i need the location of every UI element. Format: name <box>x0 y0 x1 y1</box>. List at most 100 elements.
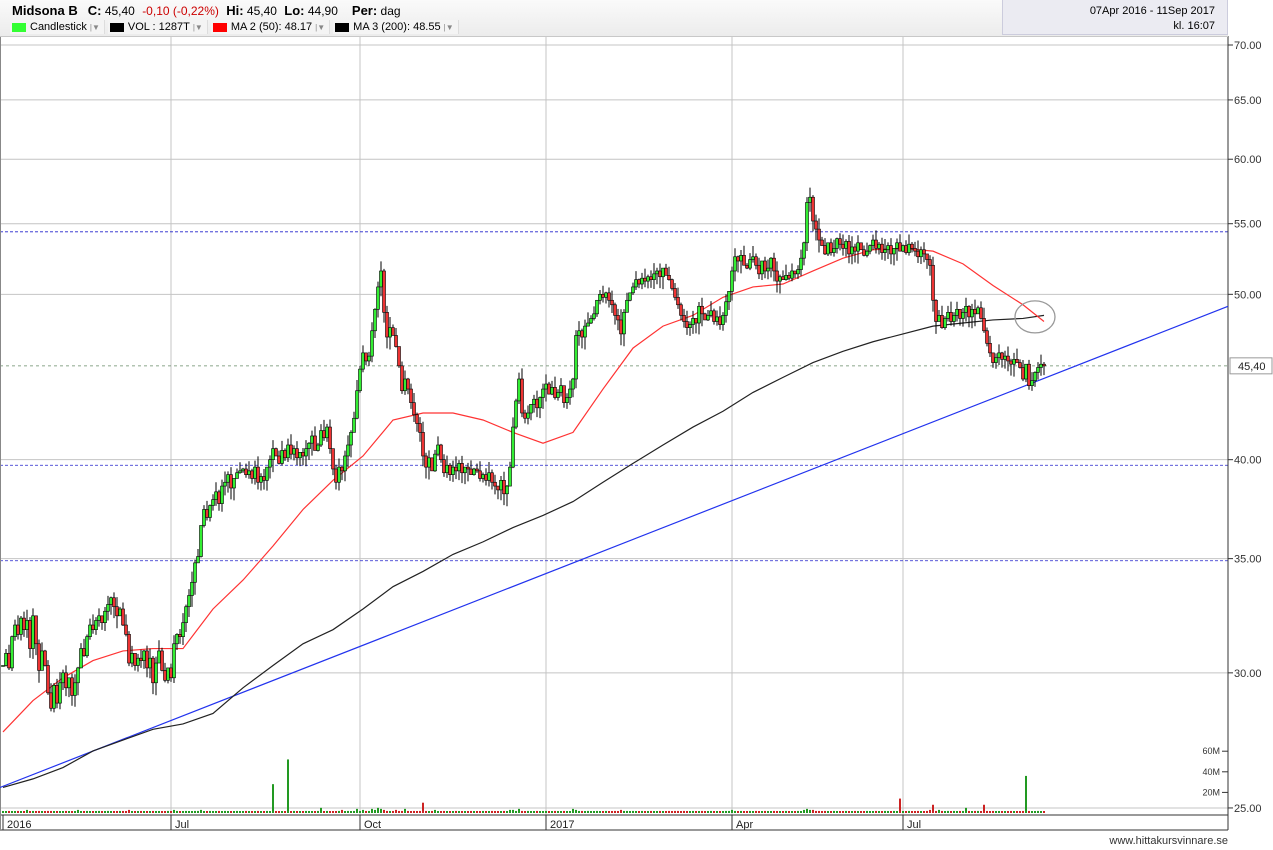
volume-bar <box>194 810 196 813</box>
volume-bar <box>341 809 343 813</box>
candle-body <box>10 636 14 669</box>
volume-bar <box>863 811 865 813</box>
candle-body <box>295 448 299 459</box>
volume-bar <box>44 811 46 813</box>
volume-bar <box>314 811 316 813</box>
candle-body <box>289 444 293 455</box>
candle-body <box>67 677 71 689</box>
volume-bar <box>320 807 322 813</box>
low-label: Lo: <box>284 3 305 18</box>
dropdown-arrow-icon[interactable]: |▼ <box>192 22 203 32</box>
volume-bar <box>911 811 913 813</box>
candle-body <box>79 648 83 669</box>
candle-body <box>298 452 302 459</box>
candle-body <box>469 468 473 475</box>
volume-bar <box>788 811 790 813</box>
volume-bar <box>815 810 817 813</box>
volume-bar <box>827 811 829 813</box>
volume-bar <box>125 811 127 813</box>
volume-bar <box>422 802 424 813</box>
candle-body <box>931 264 935 301</box>
volume-bar <box>833 810 835 813</box>
candle-body <box>13 624 17 637</box>
candle-body <box>112 597 116 608</box>
candle-body <box>490 472 494 483</box>
candle-body <box>895 242 899 249</box>
candle-body <box>610 299 614 306</box>
candle-body <box>694 318 698 324</box>
candle-body <box>886 245 890 251</box>
legend-item-volume[interactable]: VOL : 1287T |▼ <box>107 20 208 34</box>
volume-bar <box>779 811 781 813</box>
candle-body <box>97 615 101 621</box>
legend-item-candlestick[interactable]: Candlestick |▼ <box>10 20 105 34</box>
candle-body <box>478 470 482 479</box>
candle-body <box>985 330 989 344</box>
volume-bar <box>677 810 679 813</box>
volume-bar <box>530 811 532 813</box>
volume-bar <box>152 810 154 813</box>
volume-bar <box>704 811 706 813</box>
last-price-label: 45,40 <box>1238 361 1266 373</box>
candle-body <box>991 352 995 363</box>
candle-body <box>163 670 167 681</box>
candle-body <box>145 650 149 669</box>
candle-body <box>781 276 785 280</box>
volume-bar <box>20 811 22 813</box>
candle-body <box>976 307 980 315</box>
candle-body <box>670 279 674 289</box>
candle-body <box>805 202 809 244</box>
volume-bar <box>437 811 439 813</box>
candle-body <box>355 390 359 419</box>
candle-body <box>121 608 125 626</box>
volume-bar <box>14 811 16 813</box>
candle-body <box>766 267 770 272</box>
candle-body <box>328 426 332 449</box>
volume-bar <box>572 808 574 813</box>
candle-body <box>829 242 833 253</box>
volume-bar <box>689 811 691 813</box>
dropdown-arrow-icon[interactable]: |▼ <box>89 22 100 32</box>
candle-body <box>751 256 755 260</box>
candle-body <box>841 243 845 249</box>
candle-body <box>619 319 623 335</box>
candle-body <box>223 481 227 487</box>
candle-body <box>274 448 278 457</box>
candle-body <box>124 624 128 635</box>
candle-body <box>454 466 458 472</box>
candle-body <box>334 468 338 483</box>
volume-bar <box>764 810 766 813</box>
volume-bar <box>179 811 181 813</box>
candle-body <box>184 606 188 624</box>
volume-bar <box>632 810 634 813</box>
volume-bar <box>476 811 478 813</box>
legend-item-ma50[interactable]: MA 2 (50): 48.17 |▼ <box>210 20 331 34</box>
volume-bar <box>545 810 547 813</box>
candle-body <box>118 608 122 617</box>
volume-bar <box>296 811 298 813</box>
footer-url[interactable]: www.hittakursvinnare.se <box>1109 835 1228 847</box>
candle-body <box>100 615 104 624</box>
volume-bar <box>92 811 94 813</box>
candle-body <box>82 648 86 657</box>
volume-bar <box>134 811 136 813</box>
volume-bar <box>338 810 340 813</box>
candle-body <box>757 264 761 275</box>
candle-body <box>142 650 146 661</box>
legend-item-ma200[interactable]: MA 3 (200): 48.55 |▼ <box>333 20 459 34</box>
volume-bar <box>254 811 256 813</box>
volume-bar <box>935 810 937 813</box>
volume-bar <box>527 810 529 813</box>
volume-bar <box>665 811 667 813</box>
dropdown-arrow-icon[interactable]: |▼ <box>315 22 326 32</box>
volume-bar <box>629 811 631 813</box>
volume-bar <box>467 811 469 813</box>
candle-body <box>811 196 815 222</box>
volume-bar <box>56 811 58 813</box>
dropdown-arrow-icon[interactable]: |▼ <box>443 22 454 32</box>
candle-body <box>442 459 446 474</box>
candle-body <box>160 650 164 671</box>
volume-bar <box>122 810 124 813</box>
volume-bar <box>8 810 10 813</box>
